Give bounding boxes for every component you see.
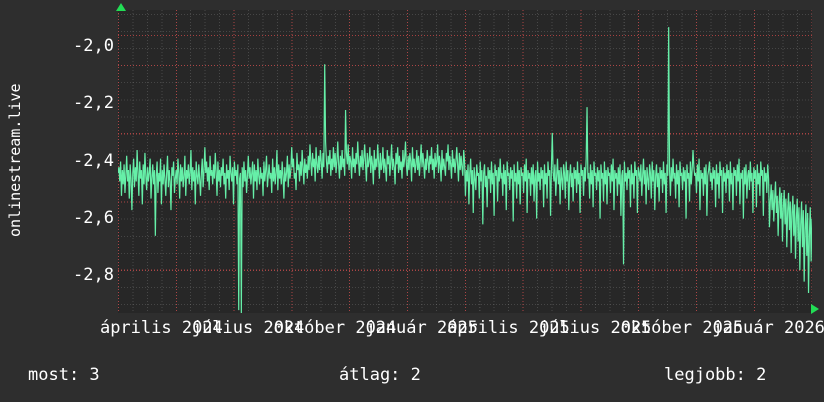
x-tick-label: július 2025 xyxy=(538,318,652,338)
x-tick-label: július 2024 xyxy=(191,318,305,338)
legend-row: most: 3 átlag: 2 legjobb: 2 xyxy=(0,360,824,390)
y-axis-title: onlinestream.live xyxy=(6,83,24,237)
legend-maximum: legjobb: 2 xyxy=(664,365,767,385)
x-axis-tick-labels: április 2024 július 2024 október 2024 januá… xyxy=(0,318,824,340)
x-tick-label: október 2024 xyxy=(273,318,397,338)
legend-current: most: 3 xyxy=(28,365,100,385)
x-tick-label: október 2025 xyxy=(620,318,744,338)
x-tick-label: január 2025 xyxy=(365,318,478,338)
series-line xyxy=(118,10,812,313)
legend-average: átlag: 2 xyxy=(339,365,421,385)
y-tick-label: -2,0 xyxy=(73,36,114,57)
x-tick-label: április 2025 xyxy=(446,318,570,338)
x-tick-label: április 2024 xyxy=(99,318,223,338)
x-axis-arrow-icon xyxy=(811,304,819,314)
y-tick-label: -2,4 xyxy=(73,150,114,171)
x-tick-label: január 2026 xyxy=(712,318,824,338)
y-axis-tick-labels: -2,0 -2,2 -2,4 -2,6 -2,8 xyxy=(40,0,114,320)
y-tick-label: -2,8 xyxy=(73,264,114,285)
y-tick-label: -2,2 xyxy=(73,93,114,114)
y-axis-arrow-icon xyxy=(116,3,126,11)
plot-area xyxy=(118,10,812,313)
y-tick-label: -2,6 xyxy=(73,207,114,228)
